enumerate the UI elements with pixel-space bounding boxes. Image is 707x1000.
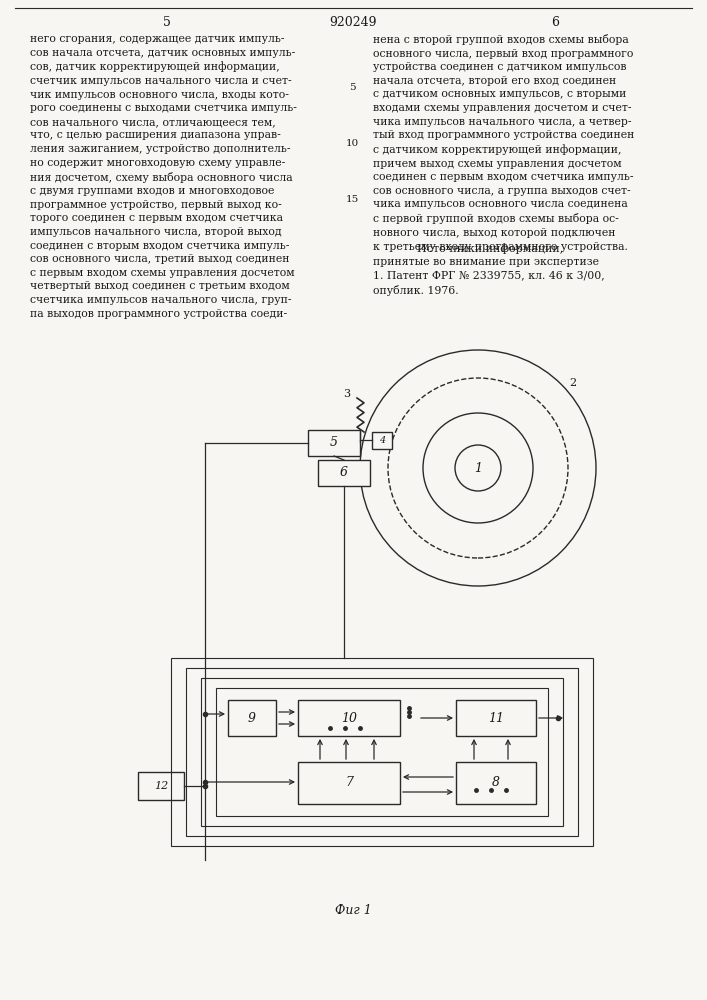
Bar (201, 678, 563, 826)
Circle shape (455, 445, 501, 491)
Text: 7: 7 (345, 776, 353, 790)
Bar (318, 460, 370, 486)
Text: 12: 12 (154, 781, 168, 791)
Text: 10: 10 (341, 712, 357, 724)
Text: Фиг 1: Фиг 1 (334, 904, 371, 918)
Text: 5: 5 (349, 84, 356, 93)
Bar (456, 700, 536, 736)
Text: 15: 15 (346, 196, 358, 205)
Bar (308, 430, 360, 456)
Text: 4: 4 (379, 436, 385, 445)
Text: 5: 5 (163, 15, 171, 28)
Text: 6: 6 (340, 466, 348, 480)
Bar (456, 762, 536, 804)
Text: 9: 9 (248, 712, 256, 724)
Bar (186, 668, 578, 836)
Text: 11: 11 (488, 712, 504, 724)
Text: 3: 3 (344, 389, 351, 399)
Text: нена с второй группой входов схемы выбора
основного числа, первый вход программн: нена с второй группой входов схемы выбор… (373, 34, 634, 252)
Text: 6: 6 (551, 15, 559, 28)
Text: него сгорания, содержащее датчик импуль-
сов начала отсчета, датчик основных имп: него сгорания, содержащее датчик импуль-… (30, 34, 297, 319)
Bar (228, 700, 276, 736)
Bar (171, 658, 593, 846)
Text: 8: 8 (492, 776, 500, 790)
Bar (372, 432, 392, 449)
Text: 2: 2 (569, 378, 577, 388)
Text: Источники информации,: Источники информации, (417, 243, 563, 254)
Bar (298, 700, 400, 736)
Text: 1: 1 (474, 462, 482, 475)
Bar (138, 772, 184, 800)
Text: принятые во внимание при экспертизе
1. Патент ФРГ № 2339755, кл. 46 к 3/00,
опуб: принятые во внимание при экспертизе 1. П… (373, 257, 604, 296)
Text: 920249: 920249 (329, 15, 377, 28)
Bar (298, 762, 400, 804)
Bar (216, 688, 548, 816)
Text: 10: 10 (346, 139, 358, 148)
Text: 5: 5 (330, 436, 338, 450)
